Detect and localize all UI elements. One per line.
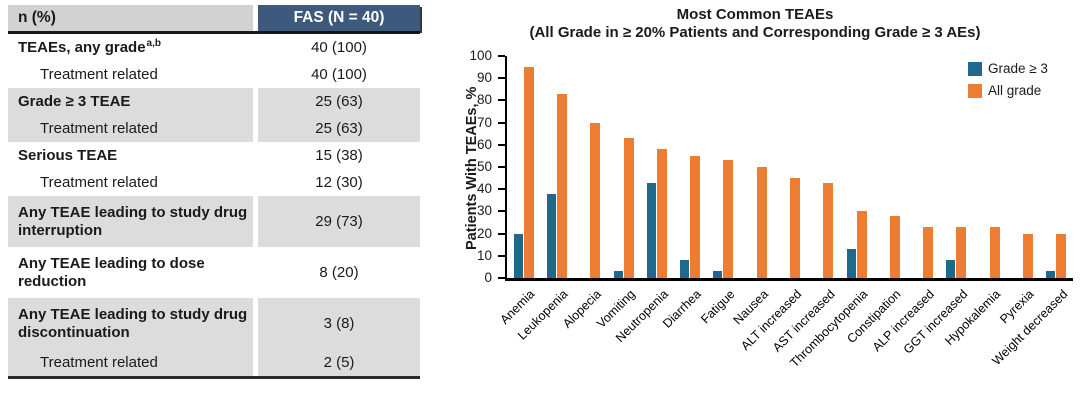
y-tick-label: 70 [476, 114, 492, 130]
legend-label: All grade [988, 83, 1042, 98]
table-body: TEAEs, any gradea,b 40 (100) Treatment rel… [8, 34, 420, 376]
bar-allgrade-fatigue [723, 160, 734, 278]
bar-allgrade-diarrhea [690, 155, 701, 278]
bar-allgrade-thrombocytopenia [856, 211, 867, 278]
bar-allgrade-constipation [889, 215, 900, 278]
bar-allgrade-vomiting [623, 138, 634, 278]
bar-allgrade-alp-increased [923, 226, 934, 278]
row-value: 40 (100) [311, 66, 367, 83]
y-axis-tick [498, 121, 505, 124]
bar-allgrade-hypokalemia [989, 226, 1000, 278]
footnote-marker: a,b [146, 37, 161, 49]
chart-title: Most Common TEAEs [676, 6, 834, 23]
bar-allgrade-nausea [756, 167, 767, 278]
y-axis-tick [498, 210, 505, 213]
bar-allgrade-alopecia [590, 122, 601, 278]
row-label: Any TEAE leading to study drug interrupt… [8, 196, 253, 247]
teae-bar-chart: Most Common TEAEs (All Grade in ≥ 20% Pa… [430, 0, 1080, 400]
table-bottom-border [8, 376, 420, 379]
table-row: Serious TEAE 15 (38) [8, 142, 420, 169]
row-value: 15 (38) [315, 147, 363, 164]
row-label: Any TEAE leading to dose reduction [18, 254, 205, 290]
table-header-metric: n (%) [8, 5, 253, 31]
y-axis-tick [498, 188, 505, 191]
table-row: Grade ≥ 3 TEAE 25 (63) [8, 88, 420, 115]
row-label: Grade ≥ 3 TEAE [8, 88, 253, 115]
legend-swatch-icon [968, 83, 982, 98]
y-axis-tick [498, 143, 505, 146]
row-label: Serious TEAE [18, 146, 118, 164]
y-tick-label: 10 [476, 247, 492, 263]
bar-grade3-thrombocytopenia [846, 249, 856, 278]
row-value: 40 (100) [311, 39, 367, 56]
y-tick-label: 60 [476, 136, 492, 152]
table-row: Any TEAE leading to study drug interrupt… [8, 196, 420, 247]
y-axis-tick [498, 277, 505, 279]
y-axis-tick [498, 254, 505, 257]
bar-allgrade-alt-increased [790, 178, 800, 278]
chart-legend: Grade ≥ 3 All grade [968, 61, 1048, 98]
row-value: 3 (8) [258, 298, 420, 349]
y-axis-tick [498, 232, 505, 235]
bar-grade3-weight-decreased [1046, 271, 1056, 278]
bar-allgrade-anemia [523, 67, 534, 278]
row-label: TEAEs, any gradea,b [18, 37, 161, 56]
bar-grade3-vomiting [613, 271, 623, 278]
row-value: 12 (30) [315, 174, 363, 191]
row-value: 2 (5) [258, 349, 420, 376]
table-header-divider [8, 31, 420, 34]
row-label: Treatment related [40, 65, 158, 83]
row-label: Treatment related [8, 115, 253, 142]
table-row: Treatment related 2 (5) [8, 349, 420, 376]
bar-allgrade-neutropenia [656, 149, 667, 278]
bar-grade3-ggt-increased [946, 260, 956, 278]
bar-allgrade-pyrexia [1023, 233, 1034, 278]
row-value: 25 (63) [258, 115, 420, 142]
legend-label: Grade ≥ 3 [988, 61, 1048, 76]
y-tick-label: 80 [476, 92, 492, 108]
row-label: Treatment related [8, 349, 253, 376]
table-header-fas: FAS (N = 40) [258, 5, 420, 31]
bar-grade3-fatigue [713, 271, 723, 278]
legend-swatch-icon [968, 61, 982, 76]
plot-area: 0 10 20 30 40 50 60 70 80 90 100 Anemia Leukopenia Al… [469, 48, 1073, 370]
row-value: 29 (73) [258, 196, 420, 247]
table-row: Treatment related 12 (30) [8, 169, 420, 196]
bar-allgrade-ast-increased [823, 182, 834, 278]
y-tick-label: 20 [476, 225, 492, 241]
y-axis-tick [498, 99, 505, 102]
bar-allgrade-weight-decreased [1056, 233, 1067, 278]
table-row: Treatment related 40 (100) [8, 61, 420, 88]
teae-summary-table: n (%) FAS (N = 40) TEAEs, any gradea,b 40… [8, 5, 420, 379]
chart-subtitle: (All Grade in ≥ 20% Patients and Corresp… [529, 24, 981, 41]
y-tick-label: 50 [476, 159, 492, 174]
row-label: Any TEAE leading to study drug discontin… [8, 298, 253, 349]
row-label: Treatment related [40, 173, 158, 191]
y-tick-label: 0 [484, 270, 492, 285]
legend-item: Grade ≥ 3 [968, 61, 1048, 76]
bar-allgrade-leukopenia [556, 93, 567, 278]
row-value: 8 (20) [319, 264, 359, 281]
bar-grade3-anemia [513, 233, 523, 278]
bar-grade3-diarrhea [680, 260, 690, 278]
y-axis-tick [498, 166, 505, 168]
y-axis-tick [498, 77, 505, 80]
bar-grade3-neutropenia [646, 182, 656, 278]
legend-item: All grade [968, 83, 1048, 98]
bar-grade3-leukopenia [546, 193, 556, 278]
table-row: Any TEAE leading to dose reduction 8 (20) [8, 247, 420, 298]
y-tick-label: 30 [476, 203, 492, 219]
table-row: Treatment related 25 (63) [8, 115, 420, 142]
bar-allgrade-ggt-increased [956, 226, 967, 278]
y-tick-label: 40 [476, 181, 492, 197]
y-axis-tick [498, 55, 505, 57]
y-tick-label: 100 [469, 48, 492, 63]
table-row: TEAEs, any gradea,b 40 (100) [8, 34, 420, 61]
table-row: Any TEAE leading to study drug discontin… [8, 298, 420, 349]
row-value: 25 (63) [258, 88, 420, 115]
y-tick-label: 90 [476, 70, 492, 86]
table-header-row: n (%) FAS (N = 40) [8, 5, 420, 31]
